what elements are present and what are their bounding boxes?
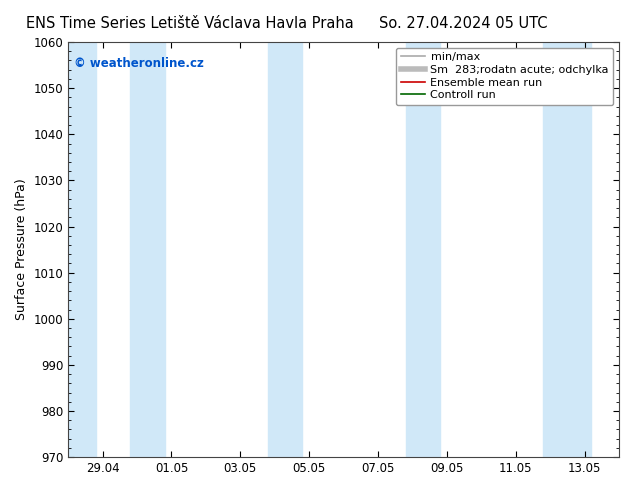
Bar [543,42,592,457]
Text: ENS Time Series Letiště Václava Havla Praha: ENS Time Series Letiště Václava Havla Pr… [27,16,354,31]
Text: So. 27.04.2024 05 UTC: So. 27.04.2024 05 UTC [378,16,547,31]
Text: © weatheronline.cz: © weatheronline.cz [74,56,204,70]
Bar [61,42,96,457]
Bar [130,42,165,457]
Y-axis label: Surface Pressure (hPa): Surface Pressure (hPa) [15,179,28,320]
Bar [268,42,302,457]
Legend: min/max, Sm  283;rodatn acute; odchylka, Ensemble mean run, Controll run: min/max, Sm 283;rodatn acute; odchylka, … [396,48,614,105]
Bar [406,42,440,457]
